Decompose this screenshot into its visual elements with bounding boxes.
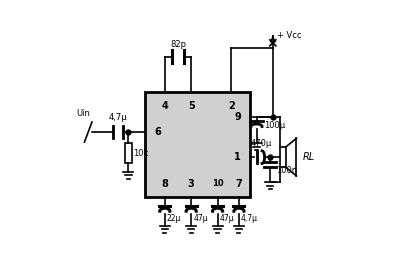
Text: 3: 3	[188, 179, 194, 188]
Text: 5: 5	[188, 101, 194, 111]
Text: 4: 4	[162, 101, 168, 111]
Text: + Vcc: + Vcc	[277, 31, 302, 40]
Text: Uin: Uin	[76, 109, 90, 118]
Text: 22μ: 22μ	[167, 214, 181, 223]
Text: 4,7μ: 4,7μ	[241, 214, 258, 223]
Bar	[125, 143, 132, 163]
Text: 47μ: 47μ	[220, 214, 234, 223]
Text: 8: 8	[161, 179, 168, 188]
Text: 4,7μ: 4,7μ	[109, 113, 128, 122]
Bar	[280, 147, 286, 167]
Text: 10: 10	[212, 179, 223, 188]
Text: 9: 9	[234, 112, 241, 122]
Text: 2: 2	[228, 101, 235, 111]
Text: 47μ: 47μ	[193, 214, 208, 223]
Text: 10k: 10k	[134, 149, 149, 158]
Text: 100μ: 100μ	[264, 121, 285, 130]
Text: 1: 1	[234, 152, 241, 162]
Text: 470μ: 470μ	[250, 139, 272, 148]
Text: RL: RL	[303, 152, 315, 162]
Bar	[145, 92, 250, 197]
Text: 82p: 82p	[170, 40, 186, 49]
Text: 6: 6	[154, 127, 161, 137]
Text: 7: 7	[236, 179, 242, 188]
Text: 100n: 100n	[276, 166, 298, 176]
